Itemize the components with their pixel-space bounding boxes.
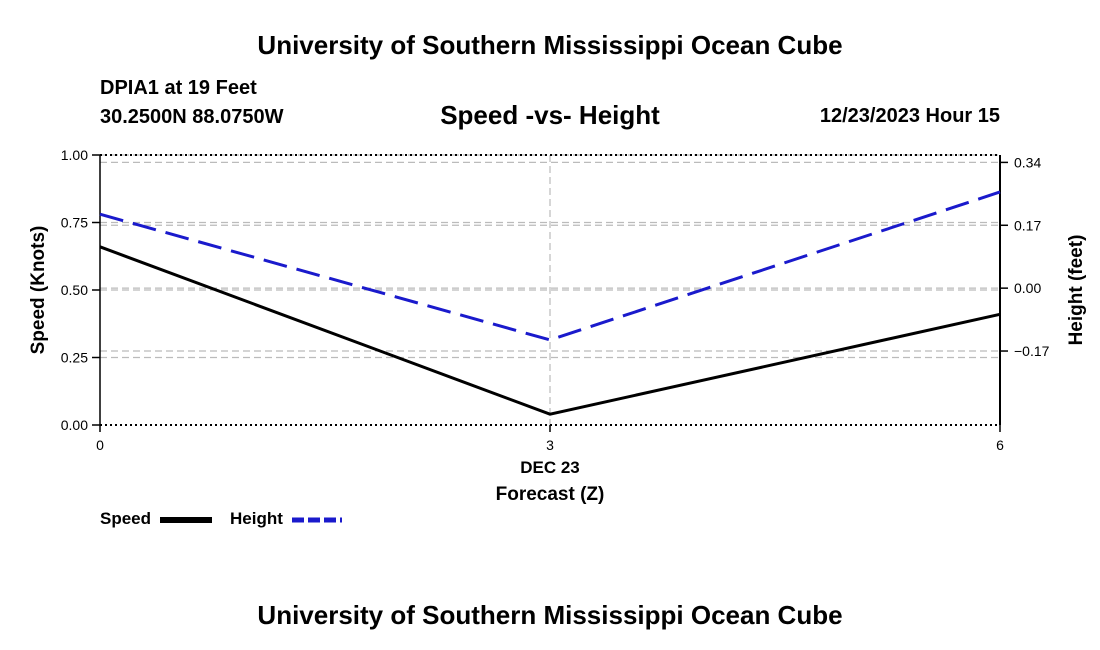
y-tick-label-right: −0.17 bbox=[1014, 343, 1050, 359]
series-height-line bbox=[99, 190, 1001, 342]
y-tick-label-left: 1.00 bbox=[61, 147, 88, 163]
y-tick-label-right: 0.34 bbox=[1014, 154, 1041, 170]
y-tick-label-right: 0.17 bbox=[1014, 217, 1041, 233]
station-label: DPIA1 at 19 Feet bbox=[100, 77, 257, 99]
legend-speed-label: Speed bbox=[100, 509, 152, 528]
y-axis-title: Speed (Knots) bbox=[28, 226, 49, 355]
y-tick-label-left: 0.00 bbox=[61, 417, 88, 433]
x-date-label: DEC 23 bbox=[520, 458, 580, 477]
legend-height-label: Height bbox=[230, 509, 283, 528]
x-tick-label: 6 bbox=[996, 437, 1004, 453]
x-axis-title: Forecast (Z) bbox=[496, 484, 605, 505]
x-tick-label: 3 bbox=[546, 437, 554, 453]
y-tick-label-left: 0.50 bbox=[61, 282, 88, 298]
chart-title: Speed -vs- Height bbox=[440, 100, 660, 130]
series-speed-line bbox=[99, 245, 1001, 416]
y2-axis-title: Height (feet) bbox=[1066, 235, 1087, 346]
x-tick-label: 0 bbox=[96, 437, 104, 453]
y-tick-label-right: 0.00 bbox=[1014, 280, 1041, 296]
coordinates-label: 30.2500N 88.0750W bbox=[100, 106, 284, 128]
y-tick-label-left: 0.25 bbox=[61, 350, 88, 366]
legend-swatches bbox=[160, 517, 342, 523]
datetime-label: 12/23/2023 Hour 15 bbox=[819, 105, 1000, 127]
page-title: University of Southern Mississippi Ocean… bbox=[257, 30, 843, 60]
footer-title: University of Southern Mississippi Ocean… bbox=[257, 600, 843, 630]
y-tick-label-left: 0.75 bbox=[61, 215, 88, 231]
